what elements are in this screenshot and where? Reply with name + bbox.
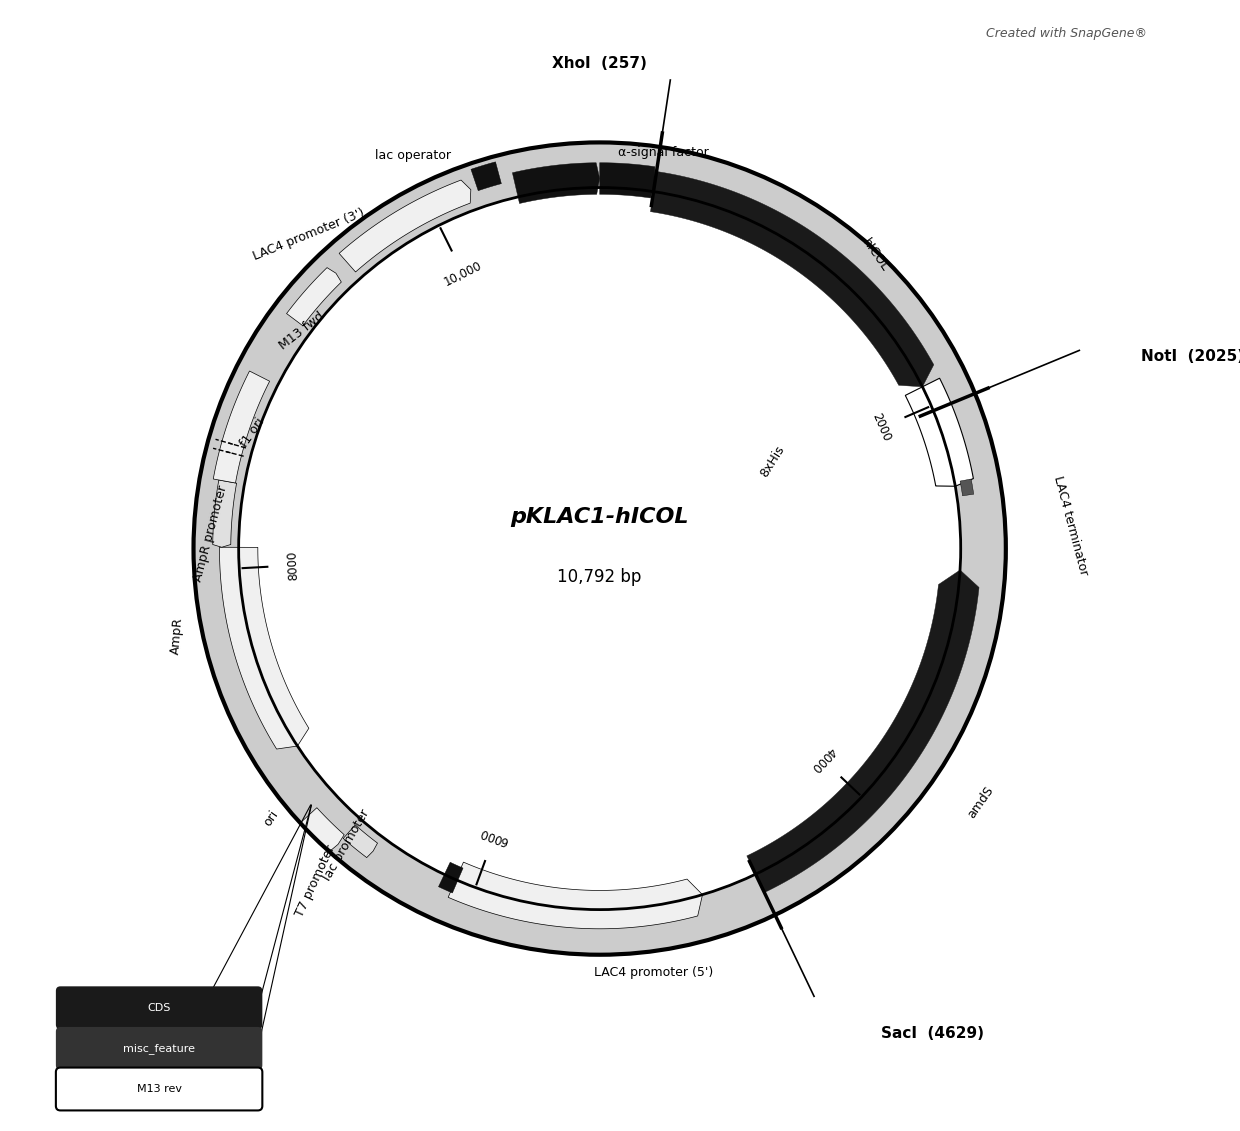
Polygon shape xyxy=(219,547,309,749)
Text: AmpR: AmpR xyxy=(170,616,186,655)
Text: M13 rev: M13 rev xyxy=(136,1083,181,1094)
Polygon shape xyxy=(960,480,973,495)
Text: f1 ori: f1 ori xyxy=(238,415,267,449)
Text: LAC4 terminator: LAC4 terminator xyxy=(1052,475,1090,577)
Polygon shape xyxy=(439,862,463,893)
Text: 6000: 6000 xyxy=(477,826,510,848)
Text: lac operator: lac operator xyxy=(374,148,451,162)
Text: AmpR promoter: AmpR promoter xyxy=(191,484,229,584)
Polygon shape xyxy=(213,371,269,483)
Text: ori: ori xyxy=(262,808,281,829)
Text: 4000: 4000 xyxy=(807,744,837,775)
Polygon shape xyxy=(286,268,341,326)
Text: amdS: amdS xyxy=(966,784,997,821)
Polygon shape xyxy=(448,862,703,929)
FancyBboxPatch shape xyxy=(56,1068,263,1111)
Polygon shape xyxy=(339,180,471,271)
FancyBboxPatch shape xyxy=(56,1027,263,1070)
Polygon shape xyxy=(600,163,655,198)
Text: 10,792 bp: 10,792 bp xyxy=(558,568,642,586)
Text: pKLAC1-hICOL: pKLAC1-hICOL xyxy=(511,507,689,527)
Text: 2000: 2000 xyxy=(869,411,893,443)
Text: LAC4 promoter (5'): LAC4 promoter (5') xyxy=(594,966,713,979)
Circle shape xyxy=(193,143,1006,955)
Polygon shape xyxy=(905,378,973,486)
Text: 10,000: 10,000 xyxy=(441,259,485,288)
Text: Created with SnapGene®: Created with SnapGene® xyxy=(986,27,1147,41)
Polygon shape xyxy=(651,172,934,387)
Polygon shape xyxy=(213,480,237,547)
Polygon shape xyxy=(343,824,377,857)
Circle shape xyxy=(238,188,961,909)
Polygon shape xyxy=(746,570,980,892)
Text: M13 fwd: M13 fwd xyxy=(277,310,326,352)
Text: CDS: CDS xyxy=(148,1003,171,1012)
Text: 8000: 8000 xyxy=(286,551,300,580)
Polygon shape xyxy=(300,808,345,852)
Polygon shape xyxy=(471,162,501,191)
Polygon shape xyxy=(512,163,600,204)
Text: LAC4 promoter (3'): LAC4 promoter (3') xyxy=(250,207,366,264)
FancyBboxPatch shape xyxy=(56,986,263,1029)
Text: 8xHis: 8xHis xyxy=(758,443,787,480)
Text: XhoI  (257): XhoI (257) xyxy=(552,57,647,71)
Text: SacI  (4629): SacI (4629) xyxy=(880,1026,985,1041)
Text: hICOL: hICOL xyxy=(859,236,892,274)
Text: T7 promoter: T7 promoter xyxy=(294,844,339,920)
Text: lac promoter: lac promoter xyxy=(320,808,372,883)
Text: α-signal factor: α-signal factor xyxy=(618,146,708,159)
Text: NotI  (2025): NotI (2025) xyxy=(1141,349,1240,364)
Text: misc_feature: misc_feature xyxy=(123,1043,195,1054)
